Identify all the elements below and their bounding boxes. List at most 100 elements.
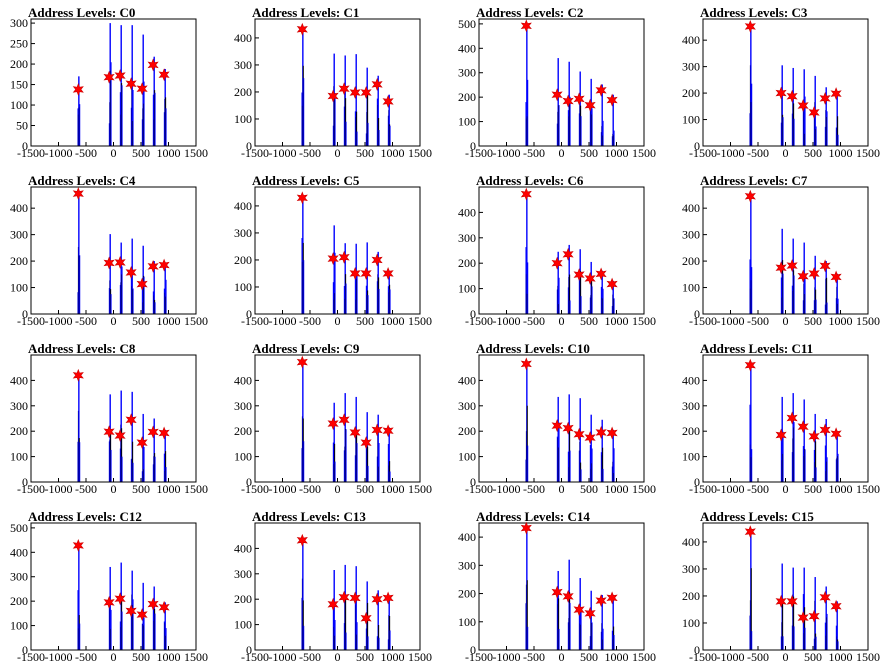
x-tick-label: 1000: [381, 650, 405, 664]
y-tick-label: 250: [10, 37, 28, 51]
y-tick-label: 0: [470, 307, 476, 321]
y-tick-label: 0: [694, 139, 700, 153]
x-tick-label: -1500: [465, 146, 493, 160]
peak-marker: [830, 270, 842, 284]
x-tick-label: -1500: [241, 482, 269, 496]
peak-marker: [562, 421, 574, 435]
x-tick-label: 1500: [632, 146, 656, 160]
y-tick-label: 400: [682, 201, 700, 215]
peak-marker: [382, 94, 394, 108]
x-tick-label: 500: [804, 650, 822, 664]
peak-marker: [786, 411, 798, 425]
y-tick-label: 0: [246, 643, 252, 657]
plot-frame: [478, 522, 645, 651]
plot-frame: [254, 186, 421, 315]
y-tick-label: 0: [246, 475, 252, 489]
chart-plot: 0 100 200 300 400 -1500 -1000 -500 0 500 1000 1500: [458, 521, 656, 664]
plot-frame: [702, 354, 869, 483]
peak-marker: [808, 609, 820, 623]
peak-marker: [808, 105, 820, 119]
y-tick-label: 0: [694, 643, 700, 657]
chart-title: Address Levels: C10: [476, 341, 590, 356]
y-tick-label: 100: [458, 282, 476, 296]
y-tick-label: 500: [458, 17, 476, 31]
peak-marker: [786, 594, 798, 608]
chart-title: Address Levels: C0: [28, 5, 136, 20]
y-tick-label: 200: [10, 424, 28, 438]
y-tick-label: 300: [10, 399, 28, 413]
x-tick-label: -1000: [717, 314, 745, 328]
peak-marker: [327, 597, 339, 611]
y-tick-label: 300: [682, 228, 700, 242]
peak-marker: [158, 68, 170, 82]
y-tick-label: 100: [10, 619, 28, 633]
peak-marker: [573, 603, 585, 617]
y-tick-label: 100: [234, 450, 252, 464]
y-tick-label: 100: [10, 450, 28, 464]
peak-marker: [103, 425, 115, 439]
x-tick-label: 1000: [605, 146, 629, 160]
x-tick-label: 0: [335, 650, 341, 664]
peak-marker: [551, 419, 563, 433]
x-tick-label: 500: [580, 482, 598, 496]
peak-marker: [114, 255, 126, 269]
peak-marker: [147, 597, 159, 611]
peak-marker: [520, 187, 532, 201]
y-tick-label: 100: [682, 113, 700, 127]
peak-marker: [72, 187, 84, 201]
y-tick-label: 0: [470, 475, 476, 489]
x-tick-label: -500: [523, 314, 545, 328]
peak-marker: [606, 277, 618, 291]
chart-title: Address Levels: C1: [252, 5, 360, 20]
chart-plot: 0 100 200 300 400 -1500 -1000 -500 0 500 1000 1500: [234, 186, 432, 328]
y-tick-label: 150: [10, 78, 28, 92]
x-tick-label: -500: [747, 650, 769, 664]
y-tick-label: 400: [10, 545, 28, 559]
chart-title: Address Levels: C14: [476, 509, 590, 524]
peak-marker: [338, 82, 350, 96]
chart-plot: 0 100 200 300 400 500 -1500 -1000 -500 0 500 1000 15…: [10, 521, 208, 664]
y-tick-label: 0: [22, 643, 28, 657]
x-tick-label: 500: [132, 650, 150, 664]
peak-marker: [744, 189, 756, 203]
x-tick-label: -500: [747, 314, 769, 328]
x-tick-label: 1000: [157, 146, 181, 160]
x-tick-label: -1500: [465, 482, 493, 496]
plot-frame: [30, 18, 197, 147]
peak-marker: [147, 259, 159, 273]
x-tick-label: 1000: [605, 650, 629, 664]
x-tick-label: -1500: [465, 650, 493, 664]
peak-marker: [136, 277, 148, 291]
y-tick-label: 300: [234, 567, 252, 581]
x-tick-label: -1000: [493, 314, 521, 328]
y-tick-label: 400: [682, 535, 700, 549]
x-tick-label: -1500: [241, 146, 269, 160]
x-tick-label: -1000: [45, 650, 73, 664]
peak-marker: [786, 259, 798, 273]
peak-marker: [125, 266, 137, 279]
x-tick-label: 0: [559, 482, 565, 496]
peak-marker: [136, 436, 148, 450]
x-tick-label: -1000: [493, 482, 521, 496]
peak-marker: [125, 413, 137, 427]
peak-marker: [520, 19, 532, 33]
x-tick-label: 1500: [408, 482, 432, 496]
y-tick-label: 0: [246, 139, 252, 153]
peak-marker: [819, 91, 831, 105]
chart-title: Address Levels: C15: [700, 509, 814, 524]
x-tick-label: -1500: [17, 314, 45, 328]
y-tick-label: 400: [458, 530, 476, 544]
y-tick-label: 200: [10, 594, 28, 608]
plot-frame: [30, 522, 197, 651]
x-tick-label: -1000: [269, 650, 297, 664]
peak-marker: [573, 92, 585, 106]
peak-marker: [595, 267, 607, 281]
chart-panel-6: Address Levels: C6 0 100 200 300 400 -1500 -100…: [448, 168, 672, 336]
y-tick-label: 0: [246, 307, 252, 321]
peak-marker: [808, 267, 820, 280]
peak-marker: [382, 591, 394, 605]
peak-marker: [573, 268, 585, 282]
x-tick-label: 1500: [184, 314, 208, 328]
peak-marker: [360, 611, 372, 625]
chart-title: Address Levels: C6: [476, 173, 584, 188]
